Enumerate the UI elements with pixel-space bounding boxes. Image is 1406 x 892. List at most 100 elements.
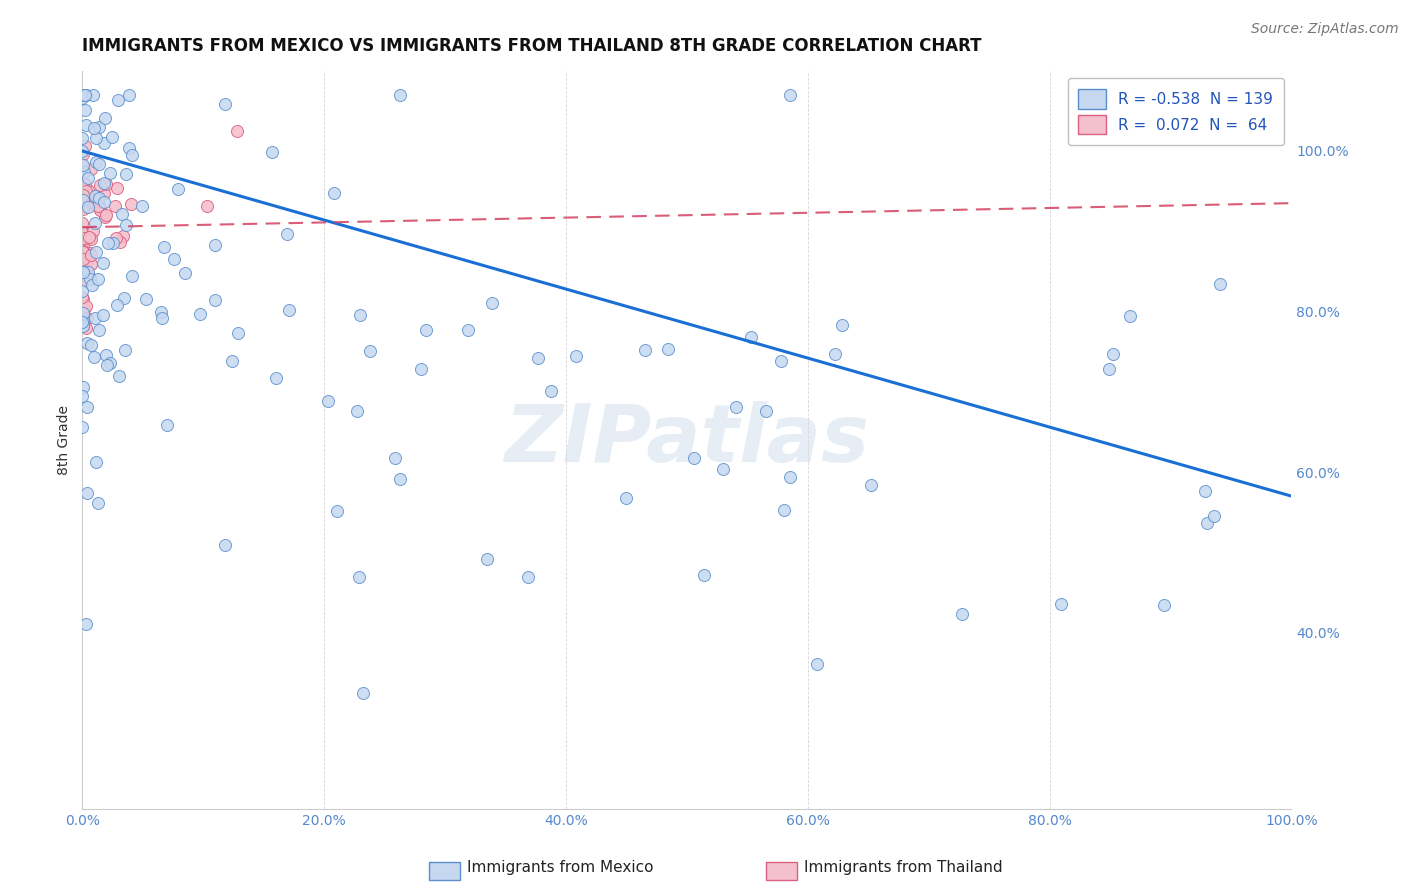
- Point: [1102, 347, 1125, 361]
- Point: [105, 298, 128, 312]
- Point: [72, 305, 94, 319]
- Point: [72, 265, 94, 279]
- Point: [156, 418, 179, 433]
- Point: [806, 657, 828, 672]
- Point: [75, 185, 97, 199]
- Point: [204, 238, 226, 252]
- Point: [264, 371, 287, 385]
- Point: [226, 124, 249, 138]
- Point: [682, 451, 704, 466]
- Point: [72, 144, 94, 158]
- Point: [135, 292, 157, 306]
- Point: [73, 301, 96, 316]
- Point: [94, 208, 117, 222]
- Point: [346, 404, 368, 418]
- Point: [72, 175, 94, 189]
- Point: [73, 200, 96, 214]
- Point: [657, 343, 679, 357]
- Point: [72, 314, 94, 328]
- Point: [72, 147, 94, 161]
- Point: [72, 261, 94, 276]
- Text: Source: ZipAtlas.com: Source: ZipAtlas.com: [1251, 22, 1399, 37]
- Point: [89, 202, 111, 216]
- Point: [104, 231, 127, 245]
- Point: [149, 305, 172, 319]
- Point: [112, 291, 135, 305]
- Point: [101, 236, 124, 251]
- Point: [80, 161, 103, 176]
- Point: [72, 233, 94, 247]
- Point: [72, 259, 94, 273]
- Point: [93, 176, 115, 190]
- Point: [72, 244, 94, 258]
- Point: [411, 361, 433, 376]
- Point: [83, 121, 105, 136]
- Point: [73, 139, 96, 153]
- Point: [79, 271, 101, 285]
- Point: [359, 344, 381, 359]
- Point: [779, 470, 801, 484]
- Point: [97, 236, 120, 251]
- Point: [84, 216, 107, 230]
- Point: [72, 158, 94, 172]
- Point: [75, 321, 97, 335]
- Point: [75, 118, 97, 132]
- Point: [859, 477, 882, 491]
- Point: [1119, 309, 1142, 323]
- Point: [72, 245, 94, 260]
- Point: [101, 130, 124, 145]
- Point: [950, 607, 973, 621]
- Point: [72, 227, 94, 242]
- Point: [226, 326, 249, 341]
- Point: [481, 296, 503, 310]
- Point: [72, 168, 94, 182]
- Point: [349, 308, 371, 322]
- Point: [323, 186, 346, 200]
- Point: [72, 188, 94, 202]
- Point: [94, 210, 117, 224]
- Point: [73, 177, 96, 191]
- Point: [86, 245, 108, 260]
- Point: [89, 178, 111, 193]
- Point: [167, 182, 190, 196]
- Point: [389, 472, 412, 486]
- Point: [740, 330, 762, 344]
- Point: [86, 496, 108, 510]
- Point: [117, 141, 139, 155]
- Point: [100, 356, 122, 370]
- Point: [188, 307, 211, 321]
- Point: [86, 272, 108, 286]
- Point: [72, 194, 94, 208]
- Point: [72, 179, 94, 194]
- Point: [93, 136, 115, 150]
- Point: [1194, 484, 1216, 499]
- Point: [72, 380, 94, 394]
- Point: [111, 207, 134, 221]
- Point: [118, 87, 141, 102]
- Point: [831, 318, 853, 332]
- Point: [104, 199, 127, 213]
- Point: [153, 240, 176, 254]
- Point: [163, 252, 186, 266]
- Point: [326, 504, 349, 518]
- Point: [1153, 598, 1175, 612]
- Point: [84, 454, 107, 468]
- Point: [565, 349, 588, 363]
- Point: [204, 293, 226, 307]
- Point: [121, 148, 143, 162]
- Point: [73, 266, 96, 280]
- Point: [614, 491, 637, 505]
- Point: [634, 343, 657, 357]
- Point: [72, 389, 94, 403]
- Point: [173, 267, 195, 281]
- Point: [93, 186, 115, 201]
- Point: [120, 197, 142, 211]
- Point: [1050, 598, 1073, 612]
- Point: [84, 189, 107, 203]
- Point: [121, 269, 143, 284]
- Point: [73, 191, 96, 205]
- Point: [72, 87, 94, 102]
- Point: [475, 552, 498, 566]
- Point: [105, 180, 128, 194]
- Point: [98, 165, 121, 179]
